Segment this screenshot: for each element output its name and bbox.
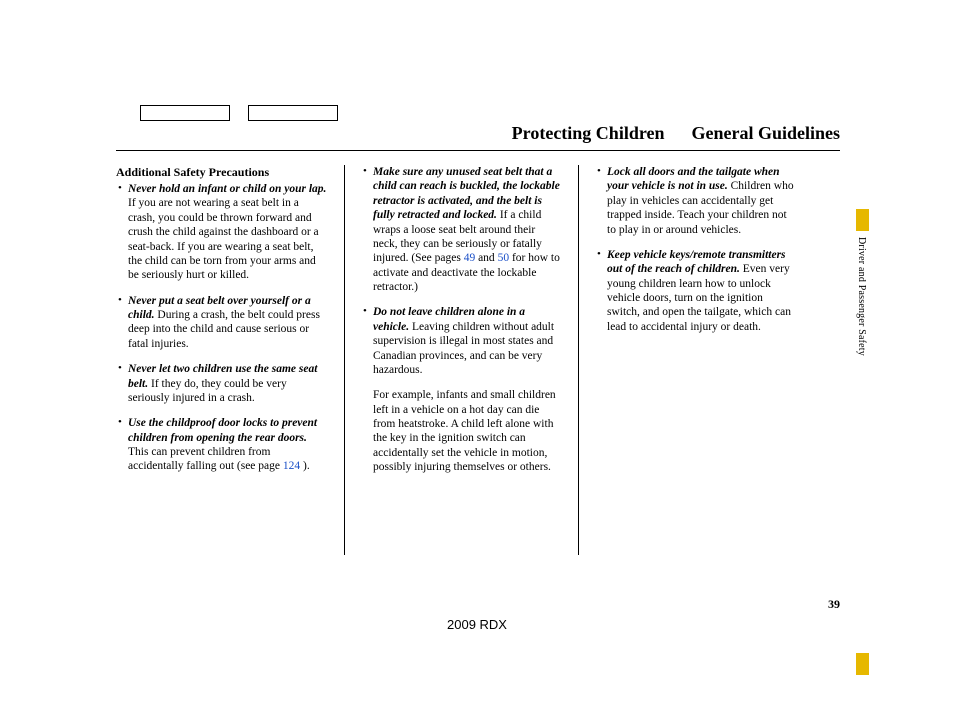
nav-box-2[interactable] <box>248 105 338 121</box>
nav-button-group <box>140 105 338 121</box>
header-rule <box>116 150 840 151</box>
content-columns: Additional Safety Precautions Never hold… <box>116 165 840 555</box>
column-divider <box>344 165 345 555</box>
page-link[interactable]: 124 <box>283 460 300 472</box>
paragraph: For example, infants and small children … <box>361 388 562 474</box>
bullet-bold: Use the childproof door locks to prevent… <box>128 417 317 443</box>
gold-bar-bottom <box>856 653 869 675</box>
column-divider <box>578 165 579 555</box>
section-title: Additional Safety Precautions <box>116 165 328 180</box>
bullet-item: Make sure any unused seat belt that a ch… <box>361 165 562 294</box>
footer-model: 2009 RDX <box>0 617 954 632</box>
bullet-item: Do not leave children alone in a vehicle… <box>361 305 562 377</box>
header-right: General Guidelines <box>692 123 841 143</box>
bullet-text: and <box>475 252 497 264</box>
nav-box-1[interactable] <box>140 105 230 121</box>
page-link[interactable]: 49 <box>464 252 476 264</box>
bullet-item: Keep vehicle keys/remote transmitters ou… <box>595 248 796 334</box>
gold-bar-top <box>856 209 869 231</box>
page-link[interactable]: 50 <box>498 252 510 264</box>
bullet-text: This can prevent children from accidenta… <box>128 446 283 472</box>
bullet-item: Use the childproof door locks to prevent… <box>116 416 328 474</box>
bullet-text: During a crash, the belt could press dee… <box>128 309 320 350</box>
bullet-bold: Never hold an infant or child on your la… <box>128 183 326 195</box>
side-tab: Driver and Passenger Safety <box>856 209 869 677</box>
bullet-text: If they do, they could be very seriously… <box>128 378 287 404</box>
bullet-text: If you are not wearing a seat belt in a … <box>128 197 319 281</box>
page-number: 39 <box>828 597 840 612</box>
column-1: Additional Safety Precautions Never hold… <box>116 165 340 555</box>
column-3: Lock all doors and the tailgate when you… <box>583 165 808 555</box>
bullet-item: Never put a seat belt over yourself or a… <box>116 294 328 352</box>
bullet-text: ). <box>300 460 310 472</box>
header-left: Protecting Children <box>512 123 665 143</box>
column-2: Make sure any unused seat belt that a ch… <box>349 165 574 555</box>
bullet-item: Never let two children use the same seat… <box>116 362 328 405</box>
side-section-label: Driver and Passenger Safety <box>856 237 867 356</box>
bullet-item: Lock all doors and the tailgate when you… <box>595 165 796 237</box>
page-header: Protecting Children General Guidelines <box>512 123 840 144</box>
bullet-item: Never hold an infant or child on your la… <box>116 182 328 283</box>
